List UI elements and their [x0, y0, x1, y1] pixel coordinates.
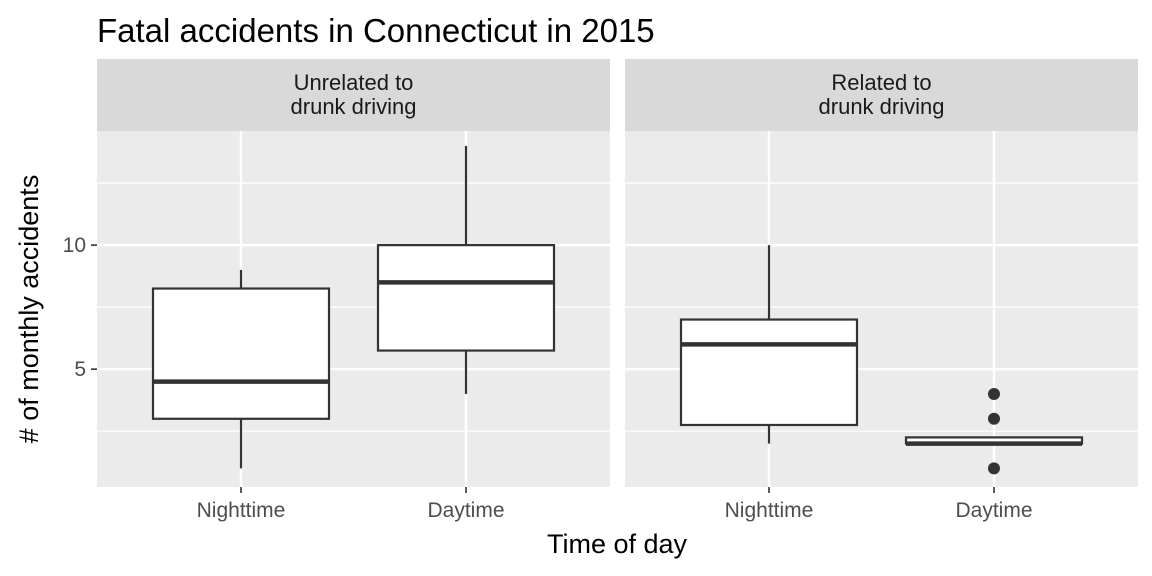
facet-strip-label-line: Unrelated to — [294, 70, 414, 95]
facet-strip — [625, 59, 1138, 131]
boxplot-nighttime — [679, 245, 859, 444]
facet-strip-label-line: Related to — [831, 70, 931, 95]
facet-strip-label-line: drunk driving — [291, 94, 417, 119]
boxplot-daytime — [904, 387, 1084, 475]
boxplot-nighttime — [151, 269, 331, 469]
outlier-point — [988, 462, 1000, 475]
chart-title: Fatal accidents in Connecticut in 2015 — [97, 12, 655, 49]
boxplot-daytime — [376, 145, 556, 394]
y-axis-title: # of monthly accidents — [14, 175, 44, 444]
y-tick-label: 10 — [63, 234, 86, 257]
y-tick-label: 5 — [74, 358, 86, 381]
facet-panel: Related to drunk driving Nighttime Daytime — [625, 59, 1138, 522]
x-axis-title: Time of day — [547, 529, 688, 559]
x-tick-label: Nighttime — [725, 499, 814, 522]
facet-strip-label-line: drunk driving — [819, 94, 945, 119]
x-tick-label: Daytime — [955, 499, 1032, 522]
panel-background — [625, 131, 1138, 487]
box — [679, 318, 859, 427]
facet-panel: Unrelated to drunk driving Nighttime Daytim… — [97, 59, 610, 522]
facet-strip-label: Unrelated to drunk driving — [291, 70, 417, 119]
y-axis-ticks: 5 10 — [63, 234, 97, 381]
box — [151, 287, 331, 420]
x-tick-label: Daytime — [427, 499, 504, 522]
facet-strip — [97, 59, 610, 131]
facet-strip-label: Related to drunk driving — [819, 70, 945, 119]
x-tick-label: Nighttime — [197, 499, 286, 522]
outlier-point — [988, 387, 1000, 400]
outlier-point — [988, 412, 1000, 425]
box — [376, 244, 556, 352]
